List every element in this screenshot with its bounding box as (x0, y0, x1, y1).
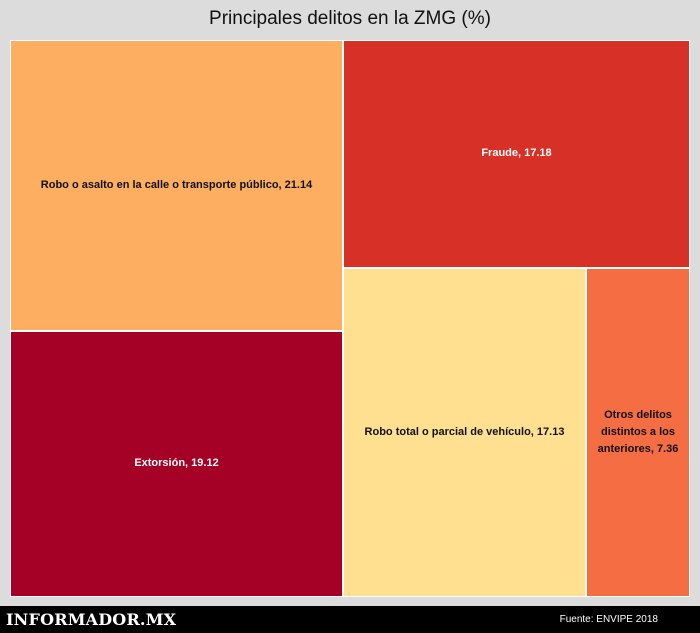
treemap-tile-label: Fraude, 17.18 (481, 147, 552, 160)
treemap-tile-label: Robo o asalto en la calle o transporte p… (40, 178, 313, 191)
treemap-tile-label: Robo total o parcial de vehículo, 17.13 (364, 425, 565, 438)
treemap-tile-label: Extorsión, 19.12 (134, 457, 219, 470)
footer-bar: INFORMADOR.MX Fuente: ENVIPE 2018 (0, 606, 700, 633)
source-note: Fuente: ENVIPE 2018 (559, 614, 658, 625)
treemap-tile-2: Fraude, 17.18 (343, 40, 690, 268)
treemap-tile-3: Extorsión, 19.12 (10, 331, 343, 597)
chart-title: Principales delitos en la ZMG (%) (209, 8, 491, 29)
treemap-tile-1: Robo o asalto en la calle o transporte p… (10, 40, 343, 331)
informador-logo: INFORMADOR.MX (6, 610, 177, 629)
treemap-tile-5: Otros delitos distintos a los anteriores… (586, 268, 690, 597)
treemap-tile-4: Robo total o parcial de vehículo, 17.13 (343, 268, 586, 597)
treemap: Robo o asalto en la calle o transporte p… (10, 40, 690, 597)
treemap-tile-label: Otros delitos distintos a los anteriores… (597, 408, 679, 456)
